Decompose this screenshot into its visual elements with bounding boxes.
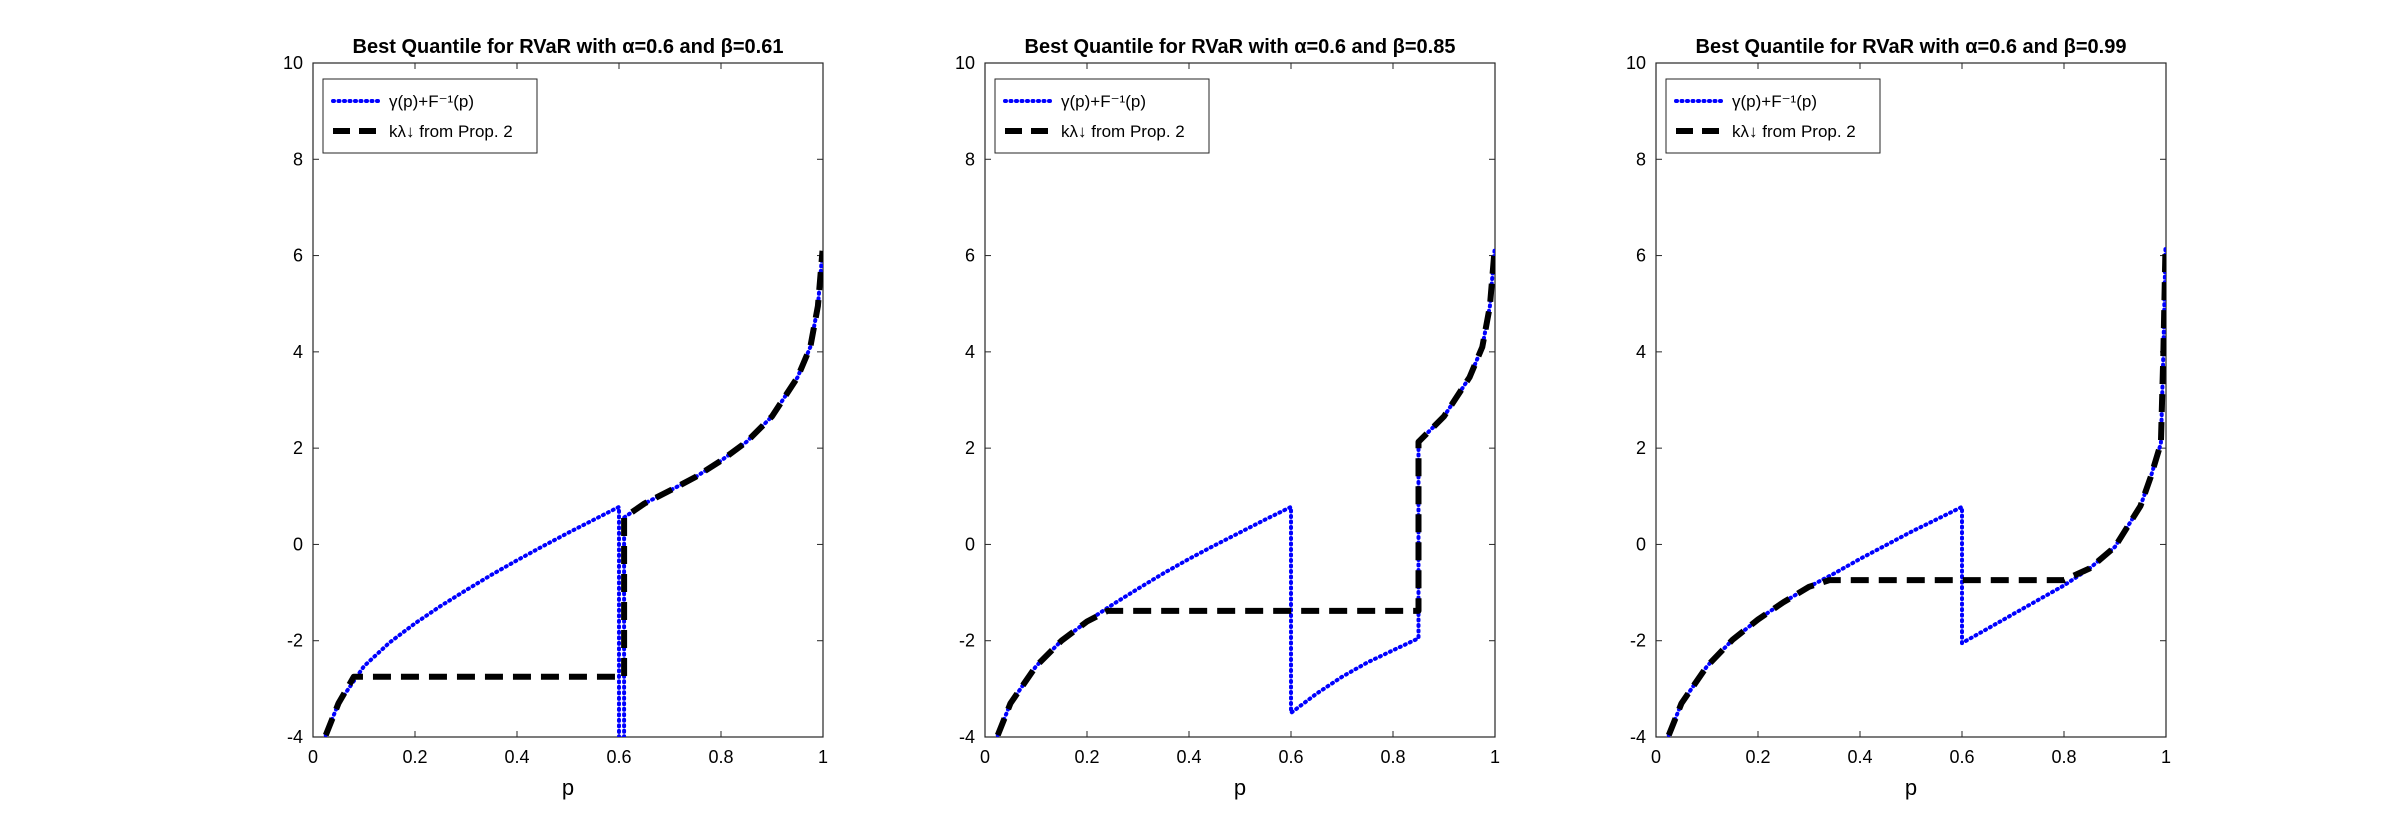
- axis-ticks: 0 0.2 0.4 0.6 0.8 1 -4 -2 0 2 4 6 8 10: [283, 53, 828, 767]
- plot-area: [312, 62, 824, 738]
- legend-entry-2: kλ↓ from Prop. 2: [1061, 122, 1185, 141]
- x-tick-label: 0.4: [1847, 747, 1872, 767]
- series-line-k-lambda: [323, 250, 823, 737]
- chart-panel-1: Best Quantile for RVaR with α=0.6 and β=…: [283, 36, 828, 800]
- y-tick-label: 2: [965, 438, 975, 458]
- y-tick-label: 8: [293, 149, 303, 169]
- series-lines: [323, 248, 823, 737]
- x-tick-label: 0: [1651, 747, 1661, 767]
- y-tick-label: 8: [965, 149, 975, 169]
- x-tick-label: 0.2: [402, 747, 427, 767]
- y-tick-label: 0: [965, 534, 975, 554]
- series-line-quantile: [323, 248, 823, 737]
- series-line-k-lambda: [995, 250, 1495, 737]
- plot-area: [1655, 62, 2167, 738]
- y-tick-label: 4: [965, 342, 975, 362]
- y-tick-label: -2: [287, 631, 303, 651]
- x-tick-label: 1: [2161, 747, 2171, 767]
- x-tick-label: 1: [1490, 747, 1500, 767]
- y-tick-label: 0: [1636, 534, 1646, 554]
- y-tick-label: 0: [293, 534, 303, 554]
- chart-panel-2: Best Quantile for RVaR with α=0.6 and β=…: [955, 36, 1500, 800]
- x-tick-label: 0.4: [504, 747, 529, 767]
- y-tick-label: 4: [1636, 342, 1646, 362]
- legend: γ(p)+F⁻¹(p) kλ↓ from Prop. 2: [322, 78, 538, 154]
- x-tick-label: 0: [308, 747, 318, 767]
- legend: γ(p)+F⁻¹(p) kλ↓ from Prop. 2: [994, 78, 1210, 154]
- y-tick-label: -4: [1630, 727, 1646, 747]
- chart-title: Best Quantile for RVaR with α=0.6 and β=…: [353, 36, 784, 58]
- x-tick-label: 0.6: [1949, 747, 1974, 767]
- y-tick-label: 10: [1626, 53, 1646, 73]
- series-lines: [995, 248, 1495, 737]
- y-tick-label: 4: [293, 342, 303, 362]
- legend-entry-1: γ(p)+F⁻¹(p): [389, 92, 474, 111]
- y-tick-label: -2: [959, 631, 975, 651]
- x-axis-label: p: [562, 775, 574, 800]
- axis-ticks: 0 0.2 0.4 0.6 0.8 1 -4 -2 0 2 4 6 8 10: [1626, 53, 2171, 767]
- x-axis-label: p: [1234, 775, 1246, 800]
- y-tick-label: 6: [293, 246, 303, 266]
- x-axis-label: p: [1905, 775, 1917, 800]
- legend-entry-2: kλ↓ from Prop. 2: [389, 122, 513, 141]
- series-lines: [1666, 243, 2166, 737]
- x-tick-label: 0.8: [708, 747, 733, 767]
- chart-title: Best Quantile for RVaR with α=0.6 and β=…: [1025, 36, 1456, 58]
- y-tick-label: -4: [287, 727, 303, 747]
- legend-entry-1: γ(p)+F⁻¹(p): [1061, 92, 1146, 111]
- x-tick-label: 0.6: [1278, 747, 1303, 767]
- x-tick-label: 0.8: [1380, 747, 1405, 767]
- legend-entry-1: γ(p)+F⁻¹(p): [1732, 92, 1817, 111]
- y-tick-label: -4: [959, 727, 975, 747]
- plot-area: [984, 62, 1496, 738]
- chart-title: Best Quantile for RVaR with α=0.6 and β=…: [1696, 36, 2127, 58]
- y-tick-label: 2: [1636, 438, 1646, 458]
- y-tick-label: 6: [965, 246, 975, 266]
- y-tick-label: 2: [293, 438, 303, 458]
- x-tick-label: 0.4: [1176, 747, 1201, 767]
- x-tick-label: 0.6: [606, 747, 631, 767]
- legend-entry-2: kλ↓ from Prop. 2: [1732, 122, 1856, 141]
- y-tick-label: 8: [1636, 149, 1646, 169]
- axis-ticks: 0 0.2 0.4 0.6 0.8 1 -4 -2 0 2 4 6 8 10: [955, 53, 1500, 767]
- x-tick-label: 0: [980, 747, 990, 767]
- x-tick-label: 0.8: [2051, 747, 2076, 767]
- series-line-k-lambda: [1666, 245, 2166, 737]
- legend: γ(p)+F⁻¹(p) kλ↓ from Prop. 2: [1665, 78, 1881, 154]
- x-tick-label: 1: [818, 747, 828, 767]
- y-tick-label: -2: [1630, 631, 1646, 651]
- y-tick-label: 10: [283, 53, 303, 73]
- y-tick-label: 6: [1636, 246, 1646, 266]
- chart-panel-3: Best Quantile for RVaR with α=0.6 and β=…: [1626, 36, 2171, 800]
- y-tick-label: 10: [955, 53, 975, 73]
- x-tick-label: 0.2: [1745, 747, 1770, 767]
- x-tick-label: 0.2: [1074, 747, 1099, 767]
